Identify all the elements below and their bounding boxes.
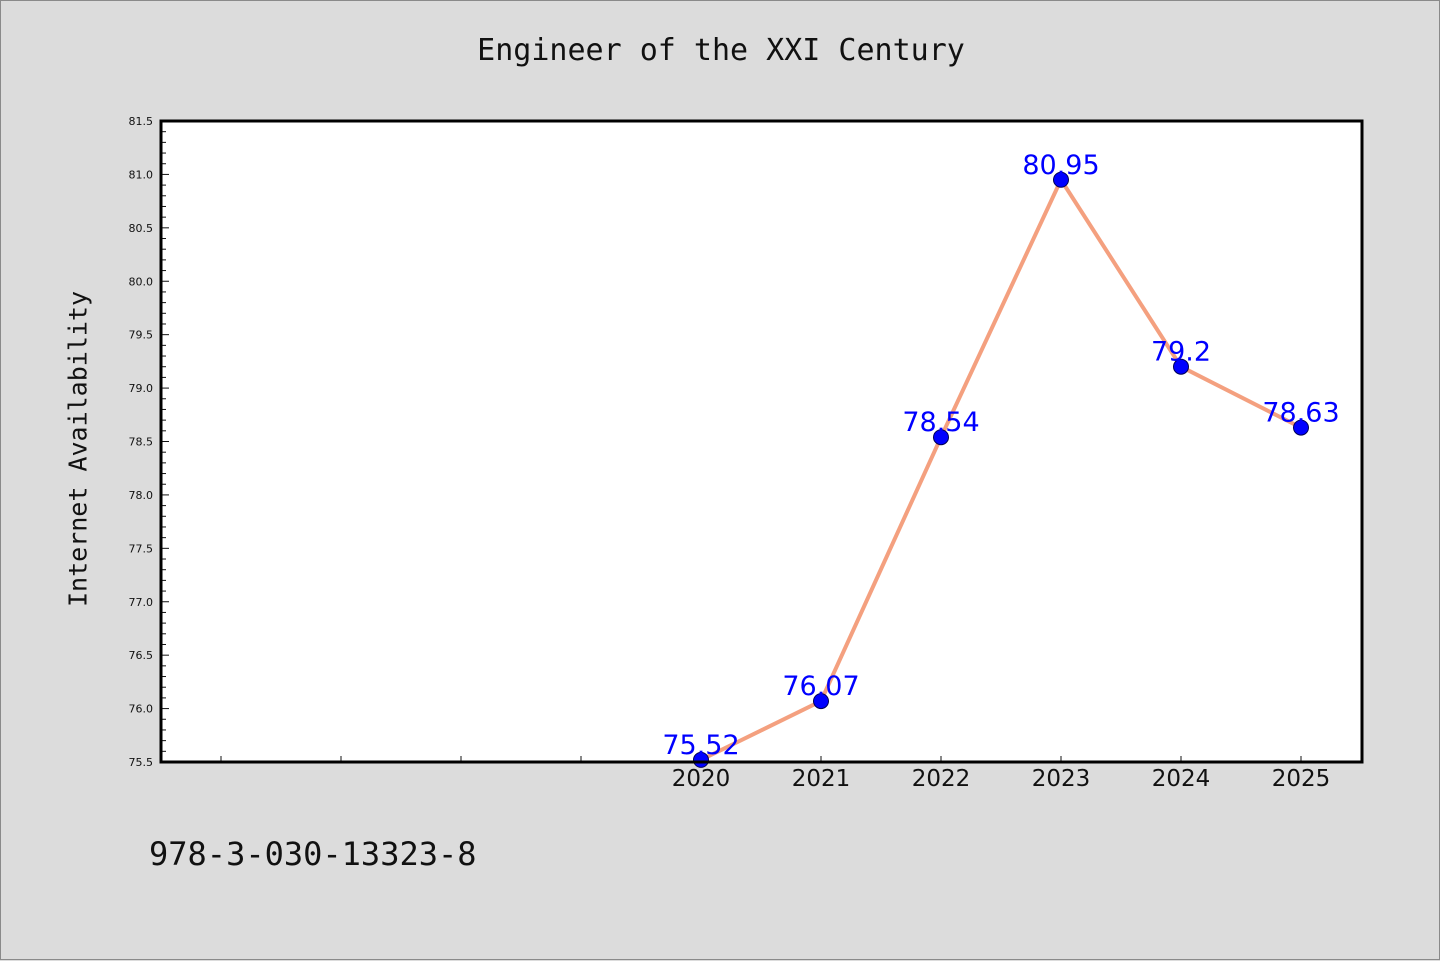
x-tick-label: 2022 — [912, 766, 971, 792]
plot-border — [159, 119, 1364, 764]
data-point — [1173, 358, 1189, 375]
x-tick-label: 2025 — [1272, 766, 1331, 792]
data-point — [1053, 171, 1069, 188]
data-label: 78.54 — [902, 407, 979, 438]
data-label: 76.07 — [782, 671, 859, 702]
data-label: 79.2 — [1151, 337, 1211, 368]
series-layer: 75.52 76.07 78.54 80.95 79.2 78.63 — [662, 150, 1340, 768]
x-tick-label: 2024 — [1152, 766, 1211, 792]
y-tick-label: 79.5 — [129, 329, 154, 342]
y-tick-label: 80.5 — [129, 222, 154, 235]
y-tick-label: 78.0 — [129, 489, 154, 502]
x-axis: 2020 2021 2022 2023 2024 2025 — [220, 756, 1331, 792]
y-tick-label: 81.5 — [129, 115, 154, 128]
y-tick-label: 80.0 — [129, 275, 154, 288]
x-tick-label: 2021 — [792, 766, 851, 792]
data-point — [813, 693, 829, 710]
y-tick-label: 75.5 — [129, 756, 154, 769]
data-label: 80.95 — [1022, 150, 1099, 181]
y-axis: 75.5 76.0 76.5 77.0 77.5 78.0 78.5 79.0 79.5 80.0… — [129, 115, 169, 769]
x-tick-label: 2023 — [1032, 766, 1091, 792]
y-tick-label: 77.5 — [129, 542, 154, 555]
x-tick-label: 2020 — [672, 766, 731, 792]
y-tick-label: 78.5 — [129, 436, 154, 449]
data-point — [693, 751, 709, 768]
y-tick-label: 76.5 — [129, 649, 154, 662]
data-point — [1293, 419, 1309, 436]
y-tick-label: 76.0 — [129, 703, 154, 716]
series-line — [700, 177, 1302, 762]
isbn-code: 978-3-030-13323-8 — [149, 835, 477, 873]
plot-area — [161, 121, 1362, 762]
y-tick-label: 81.0 — [129, 168, 154, 181]
data-point — [933, 429, 949, 446]
chart-title: Engineer of the XXI Century — [477, 33, 965, 68]
y-tick-label: 79.0 — [129, 382, 154, 395]
data-label: 78.63 — [1262, 398, 1339, 429]
y-tick-label: 77.0 — [129, 596, 154, 609]
data-label: 75.52 — [662, 730, 739, 761]
